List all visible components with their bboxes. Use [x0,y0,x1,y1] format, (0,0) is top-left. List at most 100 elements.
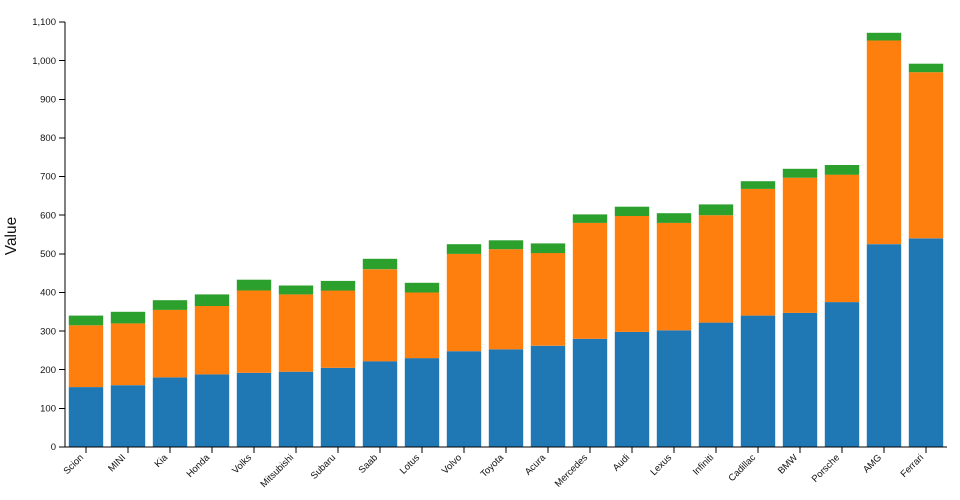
y-tick-label: 500 [40,249,56,260]
bar-segment-porsche-segment-3 [824,165,860,175]
bar-segment-amg-segment-2 [866,40,902,245]
bar-segment-mercedes-segment-3 [572,214,608,223]
x-tick-label-honda: Honda [185,452,213,480]
x-tick-label-volks: Volks [230,452,254,476]
x-tick-label-subaru: Subaru [309,452,338,481]
bar-segment-bmw-segment-1 [782,312,818,447]
plot-area [68,32,944,448]
y-tick-label: 800 [40,133,56,144]
bar-segment-bmw-segment-2 [782,177,818,313]
bar-segment-ferrari-segment-1 [908,238,944,447]
x-tick-label-mitsubishi: Mitsubishi [258,452,296,490]
bar-segment-lotus-segment-1 [404,358,440,447]
bar-segment-bmw-segment-3 [782,168,818,178]
bar-segment-kia-segment-1 [152,377,188,447]
bar-segment-subaru-segment-2 [320,290,356,368]
bar-segment-volks-segment-1 [236,372,272,447]
x-tick-label-saab: Saab [357,452,380,475]
y-axis-title: Value [3,217,20,256]
bar-segment-toyota-segment-2 [488,249,524,350]
x-tick-label-porsche: Porsche [810,452,842,484]
bar-segment-mini-segment-3 [110,311,146,324]
x-tick-label-toyota: Toyota [479,452,507,480]
bar-segment-honda-segment-2 [194,306,230,375]
y-tick-label: 0 [51,442,56,453]
bar-segment-porsche-segment-2 [824,174,860,303]
bar-segment-mitsubishi-segment-3 [278,285,314,295]
x-tick-label-lexus: Lexus [648,452,674,478]
bar-segment-mitsubishi-segment-2 [278,294,314,372]
bar-segment-volvo-segment-2 [446,253,482,352]
y-tick-label: 400 [40,288,56,299]
bar-segment-audi-segment-2 [614,216,650,332]
bar-segment-ferrari-segment-3 [908,63,944,73]
bar-segment-audi-segment-3 [614,206,650,216]
bar-segment-mini-segment-1 [110,385,146,447]
bar-segment-scion-segment-3 [68,315,104,326]
x-tick-label-volvo: Volvo [440,452,464,476]
bar-segment-lotus-segment-2 [404,292,440,359]
x-tick-label-mercedes: Mercedes [553,452,590,489]
bar-segment-subaru-segment-3 [320,280,356,291]
bar-segment-mercedes-segment-2 [572,222,608,339]
bar-segment-scion-segment-2 [68,325,104,388]
x-tick-label-bmw: BMW [776,452,800,476]
bar-segment-honda-segment-3 [194,294,230,306]
x-tick-label-cadillac: Cadillac [726,452,758,484]
bar-segment-lexus-segment-1 [656,330,692,447]
bar-segment-ferrari-segment-2 [908,72,944,239]
bar-segment-toyota-segment-3 [488,240,524,250]
bar-segment-lexus-segment-3 [656,213,692,223]
x-tick-label-infiniti: Infiniti [691,452,716,477]
y-tick-label: 100 [40,404,56,415]
bar-segment-saab-segment-2 [362,269,398,362]
x-axis: Scion MINI Kia Honda Volks Mitsubishi Subaru Sa… [62,446,947,490]
x-tick-label-ferrari: Ferrari [899,452,927,480]
bar-segment-volvo-segment-1 [446,351,482,447]
y-tick-label: 700 [40,172,56,183]
bar-segment-saab-segment-3 [362,258,398,270]
bar-segment-infiniti-segment-3 [698,204,734,216]
x-tick-label-lotus: Lotus [398,452,422,476]
bar-segment-mini-segment-2 [110,323,146,386]
y-axis: 0 100 200 300 400 500 600 700 800 900 1,000 1,100 [32,17,66,453]
bar-segment-infiniti-segment-1 [698,322,734,447]
bar-segment-kia-segment-2 [152,309,188,378]
bar-segment-saab-segment-1 [362,361,398,447]
bar-segment-cadillac-segment-3 [740,181,776,189]
bar-segment-volks-segment-2 [236,290,272,373]
bar-segment-mercedes-segment-1 [572,338,608,447]
bar-segment-scion-segment-1 [68,387,104,447]
bar-segment-lotus-segment-3 [404,282,440,293]
bar-segment-cadillac-segment-2 [740,188,776,316]
y-tick-label: 600 [40,210,56,221]
bar-segment-amg-segment-1 [866,244,902,447]
x-tick-label-scion: Scion [62,452,87,477]
y-tick-label: 1,100 [32,17,56,28]
bar-segment-infiniti-segment-2 [698,215,734,323]
x-tick-label-amg: AMG [861,452,884,475]
y-tick-label: 300 [40,326,56,337]
x-tick-label-audi: Audi [611,452,632,473]
bar-segment-acura-segment-2 [530,253,566,346]
bar-segment-mitsubishi-segment-1 [278,371,314,447]
bar-segment-acura-segment-3 [530,243,566,254]
x-tick-label-kia: Kia [153,452,171,470]
bar-segment-cadillac-segment-1 [740,315,776,447]
bar-segment-audi-segment-1 [614,331,650,447]
x-tick-label-acura: Acura [523,452,549,478]
y-tick-label: 900 [40,95,56,106]
bar-segment-acura-segment-1 [530,345,566,447]
bar-segment-toyota-segment-1 [488,349,524,448]
bar-segment-volks-segment-3 [236,279,272,291]
bar-segment-amg-segment-3 [866,32,902,41]
x-tick-label-mini: MINI [106,452,128,474]
bar-segment-volvo-segment-3 [446,244,482,254]
bar-segment-porsche-segment-1 [824,302,860,447]
bar-segment-lexus-segment-2 [656,222,692,331]
bar-segment-kia-segment-3 [152,300,188,310]
bar-segment-honda-segment-1 [194,374,230,447]
y-tick-label: 200 [40,365,56,376]
